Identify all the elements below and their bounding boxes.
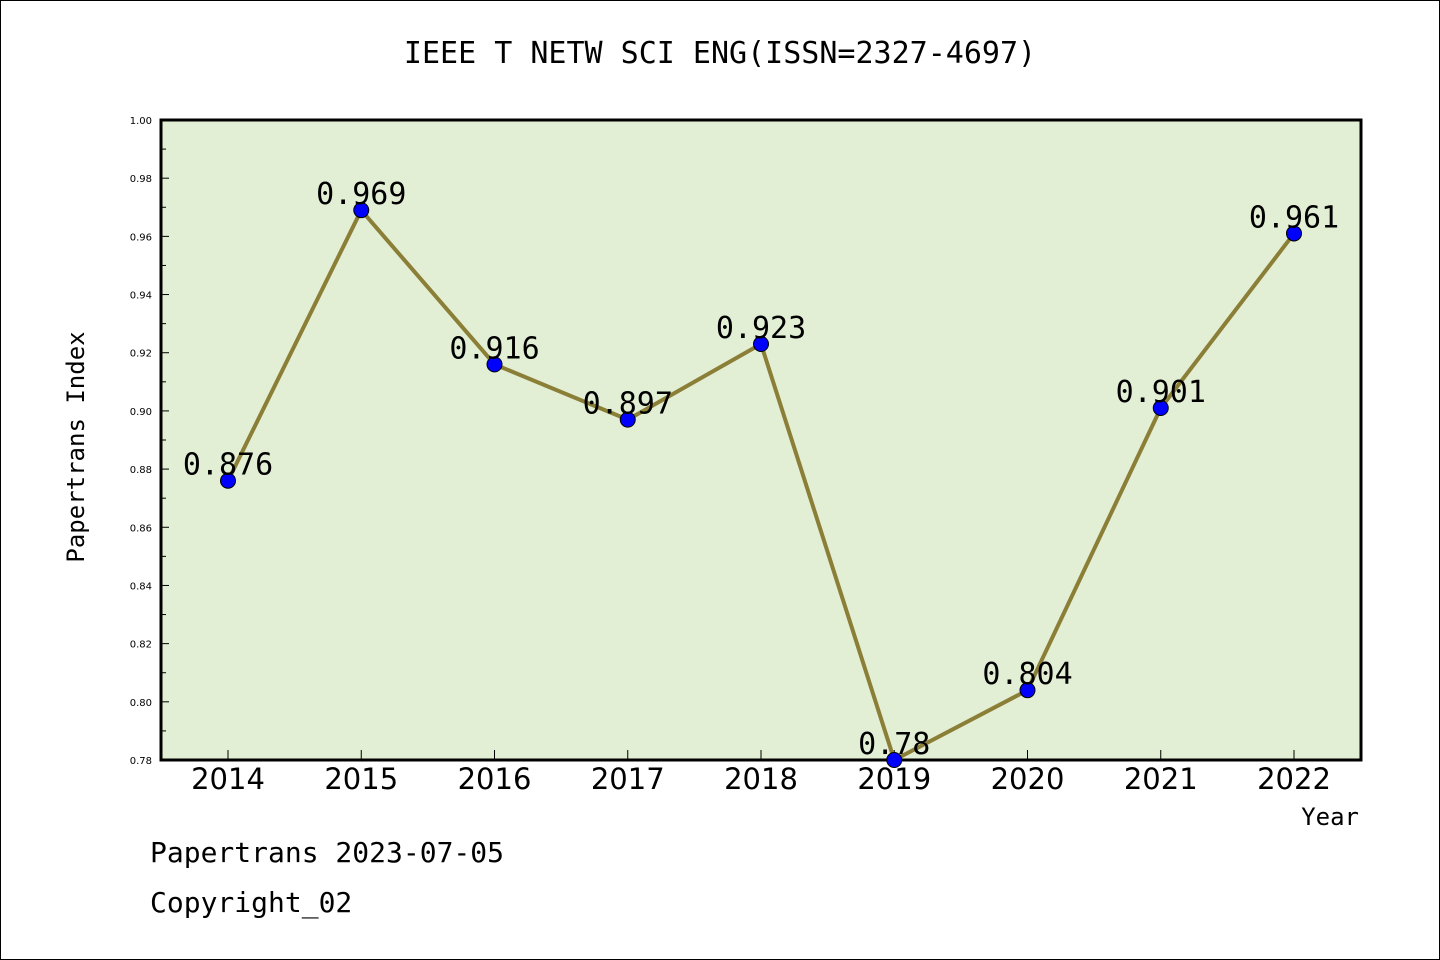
x-axis-label: Year (1301, 803, 1359, 831)
data-point (220, 472, 236, 489)
x-tick-label: 2016 (458, 762, 532, 796)
y-axis-label: Papertrans Index (62, 331, 90, 562)
y-tick-label: 0.88 (130, 465, 152, 476)
x-tick-label: 2018 (724, 762, 798, 796)
y-tick-label: 0.98 (130, 174, 152, 185)
data-label: 0.923 (716, 311, 806, 346)
data-labels: 0.876 0.969 0.916 0.897 0.923 0.78 0.804 0.901 0… (183, 177, 1339, 762)
data-point (353, 202, 370, 219)
data-label: 0.804 (982, 657, 1072, 692)
data-label: 0.969 (316, 177, 406, 212)
x-tick-label: 2020 (991, 762, 1065, 796)
footer-date: Papertrans 2023-07-05 (150, 836, 505, 869)
data-point (1286, 225, 1302, 242)
data-point (1019, 682, 1036, 699)
y-tick-label: 0.86 (130, 523, 152, 534)
x-tick-label: 2014 (191, 762, 265, 796)
y-tick-label: 0.84 (130, 581, 152, 592)
data-point (619, 411, 636, 428)
y-tick-label: 0.90 (130, 407, 152, 418)
y-tick-label: 0.78 (130, 756, 152, 767)
y-tick-label: 0.92 (130, 349, 152, 360)
x-tick-label: 2017 (591, 762, 665, 796)
data-point (753, 336, 769, 352)
x-tick-label: 2021 (1124, 762, 1198, 796)
chart-title: IEEE T NETW SCI ENG(ISSN=2327-4697) (403, 36, 1037, 71)
data-point (486, 356, 503, 373)
footer-copyright: Copyright_02 (150, 886, 353, 919)
x-tick-label: 2022 (1257, 762, 1331, 796)
data-label: 0.78 (858, 727, 930, 762)
x-tick-label: 2015 (324, 762, 398, 796)
data-label: 0.876 (183, 448, 273, 483)
data-point (1152, 400, 1169, 416)
data-label: 0.901 (1116, 375, 1206, 410)
y-axis: 0.78 0.80 0.82 0.84 0.86 0.88 0.90 0.92 0.94 0.96… (130, 116, 169, 767)
data-label: 0.897 (583, 387, 673, 422)
plot-area (159, 118, 1363, 762)
series-markers (220, 202, 1302, 768)
y-tick-label: 1.00 (130, 116, 152, 127)
data-label: 0.916 (449, 331, 539, 366)
y-tick-label: 0.96 (130, 232, 152, 243)
x-axis: 2014 2015 2016 2017 2018 2019 2020 2021 2022 (191, 750, 1331, 796)
y-tick-label: 0.94 (130, 291, 152, 302)
data-label: 0.961 (1249, 200, 1339, 235)
y-tick-label: 0.80 (130, 698, 152, 709)
y-tick-label: 0.82 (130, 640, 152, 651)
data-point (886, 752, 903, 768)
